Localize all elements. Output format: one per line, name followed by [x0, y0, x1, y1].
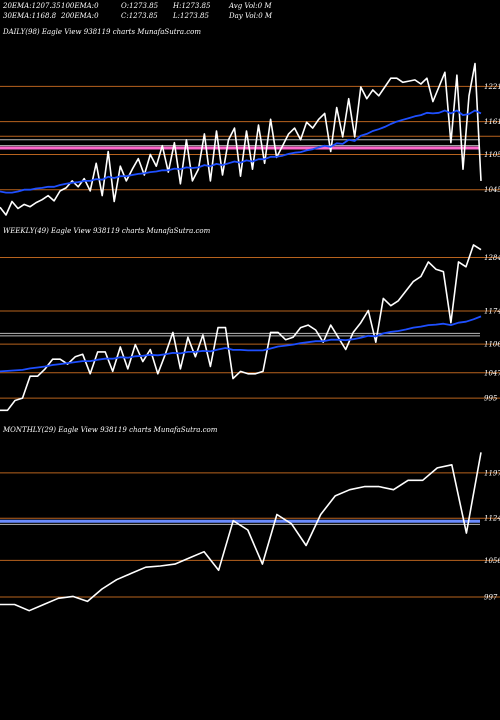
price-line — [0, 452, 482, 612]
svg-text:100EMA:0: 100EMA:0 — [61, 2, 99, 10]
ema-line — [0, 315, 482, 373]
price-line — [0, 244, 482, 412]
day-vol-value: 0 M — [258, 12, 273, 20]
y-tick-label: 1056 — [484, 557, 500, 565]
y-tick-label: 1174 — [484, 308, 500, 316]
ema100-label: 100EMA: — [61, 2, 94, 10]
close-label: C: — [121, 12, 129, 20]
ema20-value: 1207.35 — [32, 2, 61, 10]
avg-vol-value: 0 M — [258, 2, 273, 10]
monthly-panel-title: MONTHLY(29) Eagle View 938119 charts Mun… — [2, 426, 218, 434]
y-tick-label: 997 — [484, 594, 498, 602]
weekly-panel: 1284 1174 1106 1047 995 — [0, 244, 500, 412]
svg-text:O:1273.85: O:1273.85 — [121, 2, 159, 10]
low-value: 1273.85 — [180, 12, 209, 20]
header-line-2: 30EMA:1168.8 200EMA:0 C:1273.85 L:1273.8… — [3, 12, 273, 20]
y-tick-label: 1045 — [484, 186, 500, 194]
svg-text:30EMA:1168.8: 30EMA:1168.8 — [3, 12, 57, 20]
y-tick-label: 1105 — [484, 151, 500, 159]
svg-text:Avg Vol:0 M: Avg Vol:0 M — [228, 2, 272, 10]
y-tick-label: 995 — [484, 395, 498, 403]
y-tick-label: 1284 — [484, 254, 500, 262]
open-label: O: — [121, 2, 129, 10]
svg-text:L:1273.85: L:1273.85 — [172, 12, 210, 20]
svg-text:H:1273.85: H:1273.85 — [172, 2, 211, 10]
open-value: 1273.85 — [129, 2, 158, 10]
close-value: 1273.85 — [129, 12, 158, 20]
y-tick-label: 1106 — [484, 341, 500, 349]
svg-text:200EMA:0: 200EMA:0 — [60, 12, 99, 20]
ema-line — [0, 109, 482, 194]
high-value: 1273.85 — [181, 2, 210, 10]
ema30-label: 30EMA: — [3, 12, 32, 20]
y-tick-label: 1047 — [484, 369, 500, 377]
svg-text:C:1273.85: C:1273.85 — [121, 12, 158, 20]
price-line — [0, 62, 482, 216]
ema20-label: 20EMA: — [2, 2, 32, 10]
avg-vol-label: Avg Vol: — [228, 2, 258, 10]
svg-text:Day Vol:0 M: Day Vol:0 M — [228, 12, 273, 20]
y-tick-label: 1197 — [484, 469, 500, 477]
svg-text:20EMA:1207.35: 20EMA:1207.35 — [2, 2, 61, 10]
low-label: L: — [172, 12, 180, 20]
y-tick-label: 1124 — [484, 515, 500, 523]
day-vol-label: Day Vol: — [228, 12, 258, 20]
daily-panel-title: DAILY(98) Eagle View 938119 charts Munaf… — [2, 28, 201, 36]
monthly-panel: 1197 1124 1056 997 — [0, 452, 500, 612]
ema30-value: 1168.8 — [32, 12, 57, 20]
weekly-panel-title: WEEKLY(49) Eagle View 938119 charts Muna… — [3, 227, 211, 235]
ema200-value: 0 — [94, 12, 99, 20]
ema100-value: 0 — [94, 2, 99, 10]
ema200-label: 200EMA: — [60, 12, 94, 20]
high-label: H: — [172, 2, 181, 10]
header-line-1: 20EMA:1207.35 100EMA:0 O:1273.85 H:1273.… — [2, 2, 272, 10]
